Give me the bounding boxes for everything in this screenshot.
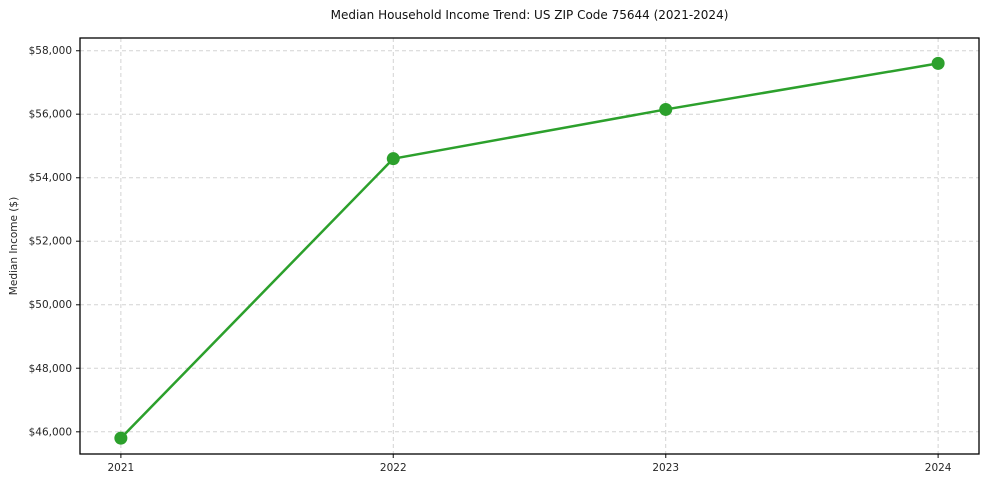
x-tick-label: 2023 bbox=[652, 462, 679, 474]
x-tick-label: 2024 bbox=[925, 462, 952, 474]
chart-title: Median Household Income Trend: US ZIP Co… bbox=[330, 8, 729, 22]
y-tick-label: $56,000 bbox=[29, 109, 72, 121]
x-tick-label: 2021 bbox=[107, 462, 134, 474]
data-point bbox=[386, 152, 400, 166]
data-point bbox=[931, 56, 945, 70]
y-tick-label: $58,000 bbox=[29, 45, 72, 57]
y-tick-label: $54,000 bbox=[29, 172, 72, 184]
y-tick-label: $50,000 bbox=[29, 299, 72, 311]
data-point bbox=[114, 431, 128, 445]
y-tick-label: $52,000 bbox=[29, 236, 72, 248]
data-point bbox=[659, 102, 673, 116]
trend-line bbox=[119, 62, 940, 440]
y-tick-label: $48,000 bbox=[29, 363, 72, 375]
x-tick-label: 2022 bbox=[380, 462, 407, 474]
y-tick-label: $46,000 bbox=[29, 426, 72, 438]
plot-border bbox=[79, 37, 980, 455]
y-axis-label: Median Income ($) bbox=[8, 196, 20, 296]
